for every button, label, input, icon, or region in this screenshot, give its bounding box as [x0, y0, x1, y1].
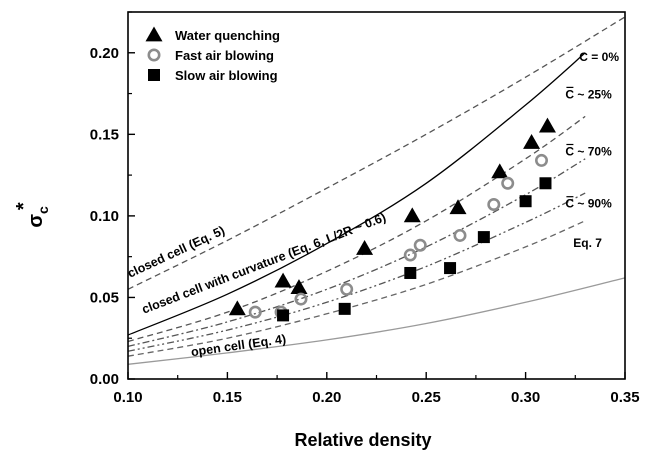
point-water-quenching	[274, 272, 292, 288]
point-water-quenching	[403, 207, 421, 223]
point-slow-air-blowing	[519, 195, 532, 208]
curve-c-70	[127, 192, 586, 352]
legend-label-fast-air-blowing: Fast air blowing	[175, 48, 274, 63]
axes-layer: 0.10 0.15 0.20 0.25 0.30 0.35 0.00 0.05 0.10 0.15…	[90, 11, 640, 406]
point-fast-air-blowing	[340, 282, 354, 296]
x-axis-title: Relative density	[294, 430, 431, 450]
point-water-quenching	[523, 133, 541, 149]
annotation-eq-7: Eq. 7	[573, 236, 602, 250]
y-axis-title: σc*	[13, 202, 51, 227]
labels-layer: closed cell (Eq. 5)closed cell with curv…	[125, 50, 619, 359]
annotation-c-25: C ~ 25%	[565, 87, 612, 101]
point-water-quenching	[290, 279, 308, 295]
curve-c-25	[127, 158, 586, 348]
points-layer	[228, 117, 556, 322]
annotation-c-0: C = 0%	[579, 50, 619, 64]
point-water-quenching	[228, 300, 246, 316]
point-water-quenching	[449, 199, 467, 215]
x-tick-label: 0.15	[213, 389, 242, 406]
y-axis-symbol: σ	[25, 214, 47, 228]
point-fast-air-blowing	[413, 238, 427, 252]
legend: Water quenching Fast air blowing Slow air …	[137, 20, 321, 88]
curve-closed-cell-with-curvature-eq-6-l-2r-0-6	[127, 52, 586, 336]
y-tick-label: 0.05	[90, 289, 119, 306]
point-fast-air-blowing	[487, 197, 501, 211]
x-tick-label: 0.25	[412, 389, 441, 406]
legend-marker-water-quenching	[145, 26, 163, 42]
point-slow-air-blowing	[338, 302, 351, 315]
point-slow-air-blowing	[404, 266, 417, 279]
x-tick-label: 0.10	[113, 389, 142, 406]
point-slow-air-blowing	[539, 177, 552, 190]
point-water-quenching	[491, 163, 509, 179]
x-tick-label: 0.30	[511, 389, 540, 406]
point-water-quenching	[538, 117, 556, 133]
x-tick-label: 0.35	[610, 389, 639, 406]
y-tick-label: 0.00	[90, 371, 119, 388]
point-fast-air-blowing	[501, 176, 515, 190]
legend-marker-slow-air-blowing	[148, 69, 160, 81]
point-slow-air-blowing	[444, 262, 457, 275]
curves-layer	[127, 16, 626, 365]
point-fast-air-blowing	[403, 248, 417, 262]
y-tick-label: 0.10	[90, 208, 119, 225]
curve-closed-cell-eq-5	[127, 16, 626, 290]
point-fast-air-blowing	[453, 228, 467, 242]
y-tick-label: 0.20	[90, 45, 119, 62]
point-fast-air-blowing	[535, 153, 549, 167]
annotation-c-90: C ~ 90%	[565, 197, 612, 211]
curve-c-90	[127, 220, 586, 357]
point-slow-air-blowing	[277, 309, 290, 322]
legend-label-water-quenching: Water quenching	[175, 28, 280, 43]
y-axis-superscript: *	[13, 202, 35, 210]
y-tick-label: 0.15	[90, 126, 119, 143]
point-water-quenching	[356, 240, 374, 255]
svg-text:σc*: σc*	[13, 202, 51, 227]
x-tick-label: 0.20	[312, 389, 341, 406]
point-slow-air-blowing	[477, 231, 490, 244]
point-fast-air-blowing	[248, 305, 262, 319]
curve-label-closed-cell-with-curvature-eq-6-l-2r-0-6: closed cell with curvature (Eq. 6, L/2R …	[140, 210, 388, 316]
curve-label-closed-cell-eq-5: closed cell (Eq. 5)	[125, 223, 227, 280]
legend-marker-fast-air-blowing	[147, 48, 161, 62]
y-axis-subscript: c	[35, 206, 51, 214]
legend-label-slow-air-blowing: Slow air blowing	[175, 68, 278, 83]
annotation-c-70: C ~ 70%	[565, 145, 612, 159]
curve-open-cell-eq-4	[127, 277, 626, 365]
legend-box	[137, 20, 321, 88]
point-fast-air-blowing	[294, 292, 308, 306]
